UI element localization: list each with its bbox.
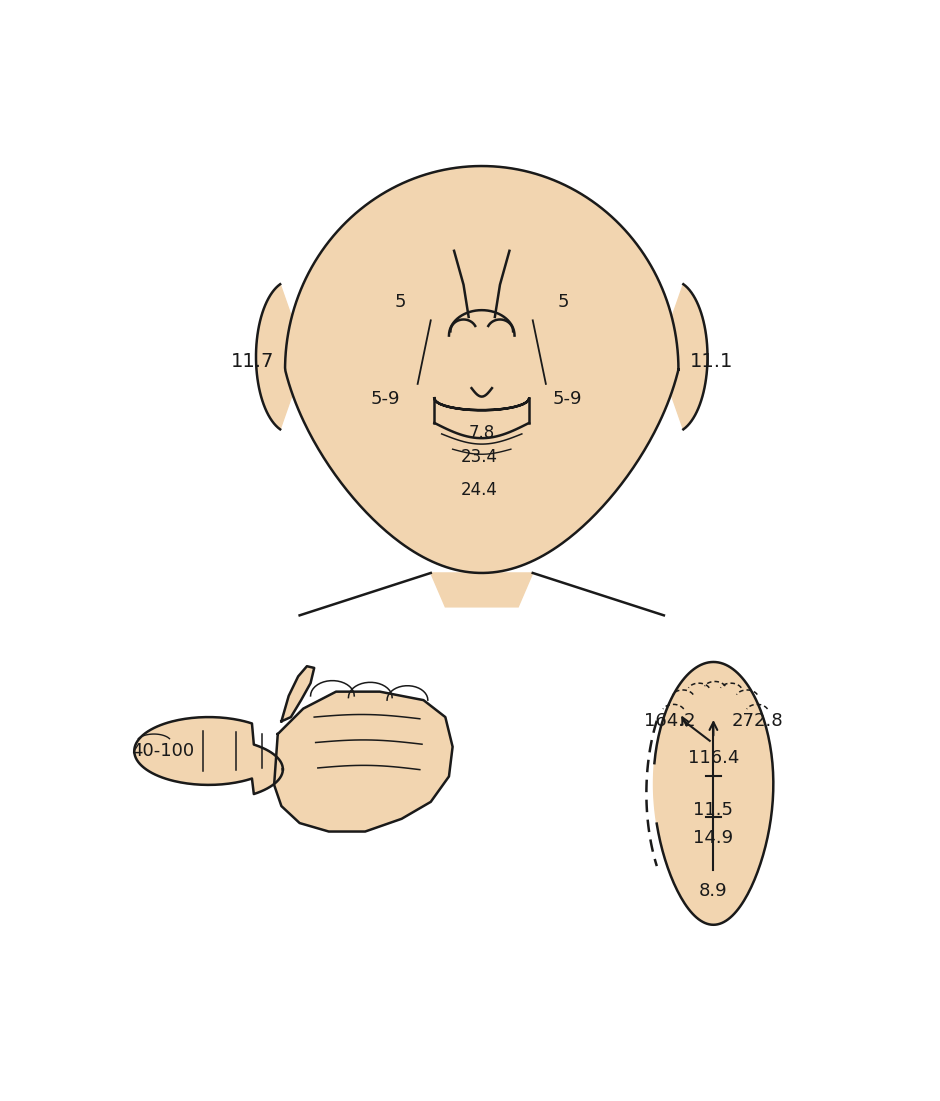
Text: 11.1: 11.1 bbox=[690, 351, 733, 371]
Polygon shape bbox=[256, 284, 306, 429]
Polygon shape bbox=[274, 691, 453, 831]
Text: 24.4: 24.4 bbox=[462, 481, 498, 499]
Text: 5-9: 5-9 bbox=[553, 390, 583, 408]
Polygon shape bbox=[658, 284, 708, 429]
Text: 40-100: 40-100 bbox=[131, 742, 195, 760]
Text: 5-9: 5-9 bbox=[371, 390, 400, 408]
Text: 11.7: 11.7 bbox=[230, 351, 274, 371]
Text: 272.8: 272.8 bbox=[731, 712, 783, 730]
Polygon shape bbox=[285, 166, 679, 573]
Polygon shape bbox=[134, 717, 283, 794]
Polygon shape bbox=[431, 573, 533, 607]
Polygon shape bbox=[281, 666, 314, 721]
Text: 116.4: 116.4 bbox=[688, 749, 739, 766]
Text: 7.8: 7.8 bbox=[469, 424, 494, 443]
Text: 14.9: 14.9 bbox=[694, 829, 733, 848]
Text: 8.9: 8.9 bbox=[699, 882, 728, 900]
Text: 23.4: 23.4 bbox=[461, 448, 498, 466]
Polygon shape bbox=[449, 310, 514, 340]
Polygon shape bbox=[653, 662, 774, 925]
Text: 11.5: 11.5 bbox=[694, 802, 733, 819]
Text: 5: 5 bbox=[395, 293, 406, 310]
Text: 5: 5 bbox=[557, 293, 569, 310]
Text: 164.2: 164.2 bbox=[644, 712, 696, 730]
